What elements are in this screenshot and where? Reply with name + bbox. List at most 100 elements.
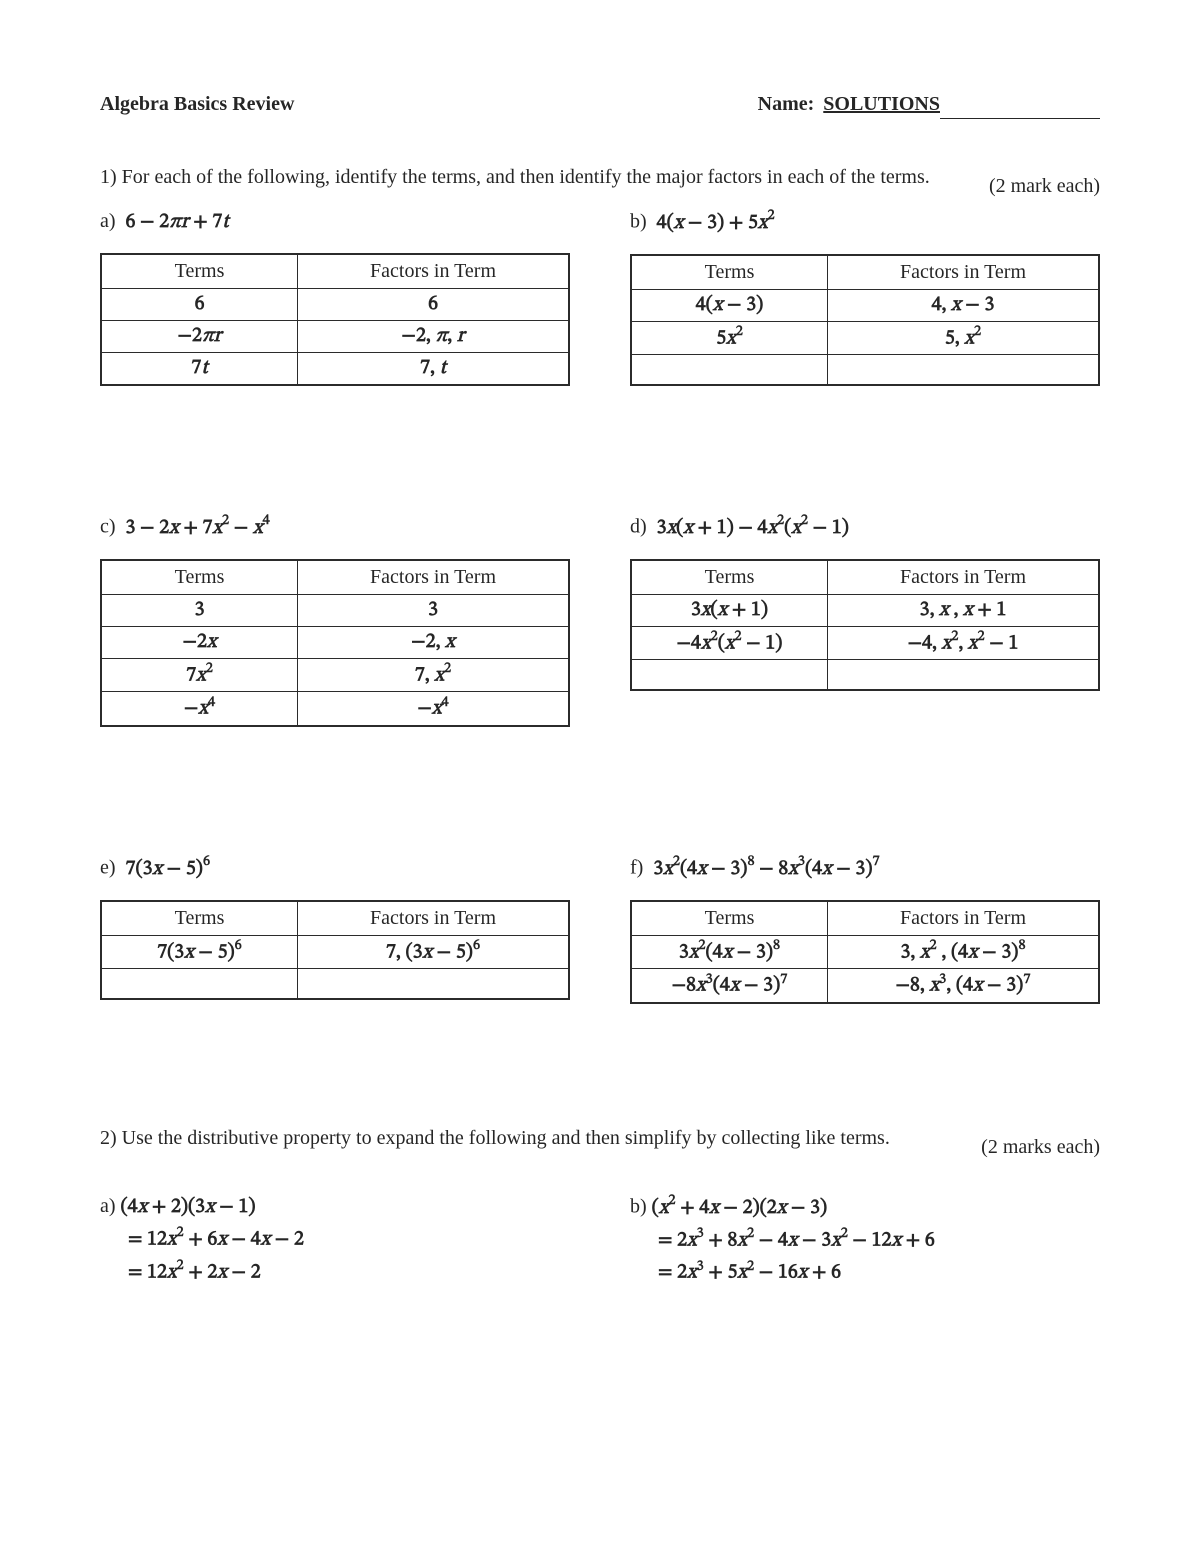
- q2-text: 2) Use the distributive property to expa…: [100, 1124, 890, 1153]
- q1d: d) 3x(x + 1) − 4x2(x2 − 1) TermsFactors …: [630, 512, 1100, 727]
- th-factors: Factors in Term: [298, 901, 569, 936]
- page-header: Algebra Basics Review Name: SOLUTIONS: [100, 90, 1100, 119]
- q1a-label: a) 6 − 2πr + 7t: [100, 207, 570, 237]
- q1d-table: TermsFactors in Term 3x(x + 1)3, x , x +…: [630, 559, 1100, 691]
- cell: [298, 969, 569, 999]
- cell: 5, x2: [828, 321, 1099, 355]
- q1f: f) 3x2(4x − 3)8 − 8x3(4x − 3)7 TermsFact…: [630, 853, 1100, 1004]
- q2b-line2: = 2x3 + 5x2 − 16x + 6: [658, 1257, 1100, 1288]
- q1c-expr: 3 − 2x + 7x2 − x4: [126, 518, 270, 538]
- q1e-letter: e): [100, 857, 116, 879]
- cell: [101, 969, 298, 999]
- q2b-expr0: (x2 + 4x − 2)(2x − 3): [652, 1198, 827, 1218]
- q1c-label: c) 3 − 2x + 7x2 − x4: [100, 512, 570, 543]
- cell: 3, x , x + 1: [828, 594, 1099, 626]
- q1b-letter: b): [630, 211, 647, 233]
- q1f-expr: 3x2(4x − 3)8 − 8x3(4x − 3)7: [653, 859, 879, 879]
- cell: 4(x − 3): [631, 289, 828, 321]
- q1d-expr: 3x(x + 1) − 4x2(x2 − 1): [657, 518, 849, 538]
- cell: 7, x2: [298, 658, 569, 692]
- name-field: Name: SOLUTIONS: [758, 90, 1100, 119]
- cell: 3: [101, 594, 298, 626]
- q2b-letter: b): [630, 1196, 647, 1218]
- cell: 7, t: [298, 353, 569, 386]
- cell: 6: [101, 289, 298, 321]
- q1b-label: b) 4(x − 3) + 5x2: [630, 207, 1100, 238]
- q1e-label: e) 7(3x − 5)6: [100, 853, 570, 884]
- q1f-table: TermsFactors in Term 3x2(4x − 3)83, x2 ,…: [630, 900, 1100, 1004]
- q1e-expr: 7(3x − 5)6: [126, 859, 211, 879]
- q1a-table: TermsFactors in Term 66 −2πr−2, π, r 7t7…: [100, 253, 570, 386]
- q2a-steps: = 12x2 + 6x − 4x − 2 = 12x2 + 2x − 2: [100, 1224, 570, 1287]
- cell: 7, (3x − 5)6: [298, 935, 569, 969]
- q2a: a) (4x + 2)(3x − 1) = 12x2 + 6x − 4x − 2…: [100, 1192, 570, 1288]
- worksheet-title: Algebra Basics Review: [100, 90, 294, 119]
- cell: −8x3(4x − 3)7: [631, 969, 828, 1003]
- cell: −x4: [101, 692, 298, 726]
- q2-row-ab: a) (4x + 2)(3x − 1) = 12x2 + 6x − 4x − 2…: [100, 1192, 1100, 1288]
- th-terms: Terms: [631, 255, 828, 290]
- name-blank-line: [940, 118, 1100, 119]
- cell: 3: [298, 594, 569, 626]
- q1c: c) 3 − 2x + 7x2 − x4 TermsFactors in Ter…: [100, 512, 570, 727]
- q2b-steps: = 2x3 + 8x2 − 4x − 3x2 − 12x + 6 = 2x3 +…: [630, 1225, 1100, 1288]
- th-factors: Factors in Term: [298, 560, 569, 595]
- th-factors: Factors in Term: [298, 254, 569, 289]
- th-terms: Terms: [101, 254, 298, 289]
- q1b: b) 4(x − 3) + 5x2 TermsFactors in Term 4…: [630, 207, 1100, 386]
- q2b: b) (x2 + 4x − 2)(2x − 3) = 2x3 + 8x2 − 4…: [630, 1192, 1100, 1288]
- q2a-line0: a) (4x + 2)(3x − 1): [100, 1192, 570, 1222]
- name-label: Name:: [758, 93, 815, 115]
- th-factors: Factors in Term: [828, 901, 1099, 936]
- th-terms: Terms: [101, 901, 298, 936]
- cell: 6: [298, 289, 569, 321]
- cell: 4, x − 3: [828, 289, 1099, 321]
- q1a-expr: 6 − 2πr + 7t: [126, 212, 229, 232]
- q1-row-ef: e) 7(3x − 5)6 TermsFactors in Term 7(3x …: [100, 853, 1100, 1004]
- cell: 7t: [101, 353, 298, 386]
- q2b-line0: b) (x2 + 4x − 2)(2x − 3): [630, 1192, 1100, 1223]
- cell: −x4: [298, 692, 569, 726]
- cell: −2, π, r: [298, 321, 569, 353]
- q1c-letter: c): [100, 516, 116, 538]
- q1b-table: TermsFactors in Term 4(x − 3)4, x − 3 5x…: [630, 254, 1100, 386]
- th-factors: Factors in Term: [828, 255, 1099, 290]
- cell: 3x2(4x − 3)8: [631, 935, 828, 969]
- q1d-letter: d): [630, 516, 647, 538]
- cell: [631, 355, 828, 385]
- cell: 7(3x − 5)6: [101, 935, 298, 969]
- q1a: a) 6 − 2πr + 7t TermsFactors in Term 66 …: [100, 207, 570, 386]
- q1f-letter: f): [630, 857, 643, 879]
- th-terms: Terms: [101, 560, 298, 595]
- cell: 3, x2 , (4x − 3)8: [828, 935, 1099, 969]
- q1b-expr: 4(x − 3) + 5x2: [657, 213, 775, 233]
- q1d-label: d) 3x(x + 1) − 4x2(x2 − 1): [630, 512, 1100, 543]
- cell: −4x2(x2 − 1): [631, 626, 828, 660]
- th-factors: Factors in Term: [828, 560, 1099, 595]
- cell: −4, x2, x2 − 1: [828, 626, 1099, 660]
- q1f-label: f) 3x2(4x − 3)8 − 8x3(4x − 3)7: [630, 853, 1100, 884]
- cell: −8, x3, (4x − 3)7: [828, 969, 1099, 1003]
- q2a-letter: a): [100, 1195, 116, 1217]
- name-value: SOLUTIONS: [819, 93, 940, 115]
- cell: −2, x: [298, 626, 569, 658]
- cell: [828, 660, 1099, 690]
- q1e-table: TermsFactors in Term 7(3x − 5)67, (3x − …: [100, 900, 570, 1000]
- cell: 3x(x + 1): [631, 594, 828, 626]
- q1-row-cd: c) 3 − 2x + 7x2 − x4 TermsFactors in Ter…: [100, 512, 1100, 727]
- q1-text: 1) For each of the following, identify t…: [100, 163, 930, 192]
- cell: −2x: [101, 626, 298, 658]
- th-terms: Terms: [631, 901, 828, 936]
- cell: [828, 355, 1099, 385]
- q2a-line2: = 12x2 + 2x − 2: [128, 1257, 570, 1288]
- th-terms: Terms: [631, 560, 828, 595]
- q2a-expr0: (4x + 2)(3x − 1): [121, 1197, 256, 1217]
- q1c-table: TermsFactors in Term 33 −2x−2, x 7x27, x…: [100, 559, 570, 727]
- q1a-letter: a): [100, 210, 116, 232]
- cell: 5x2: [631, 321, 828, 355]
- q1-row-ab: a) 6 − 2πr + 7t TermsFactors in Term 66 …: [100, 207, 1100, 386]
- cell: [631, 660, 828, 690]
- q2a-line1: = 12x2 + 6x − 4x − 2: [128, 1224, 570, 1255]
- cell: 7x2: [101, 658, 298, 692]
- q2b-line1: = 2x3 + 8x2 − 4x − 3x2 − 12x + 6: [658, 1225, 1100, 1256]
